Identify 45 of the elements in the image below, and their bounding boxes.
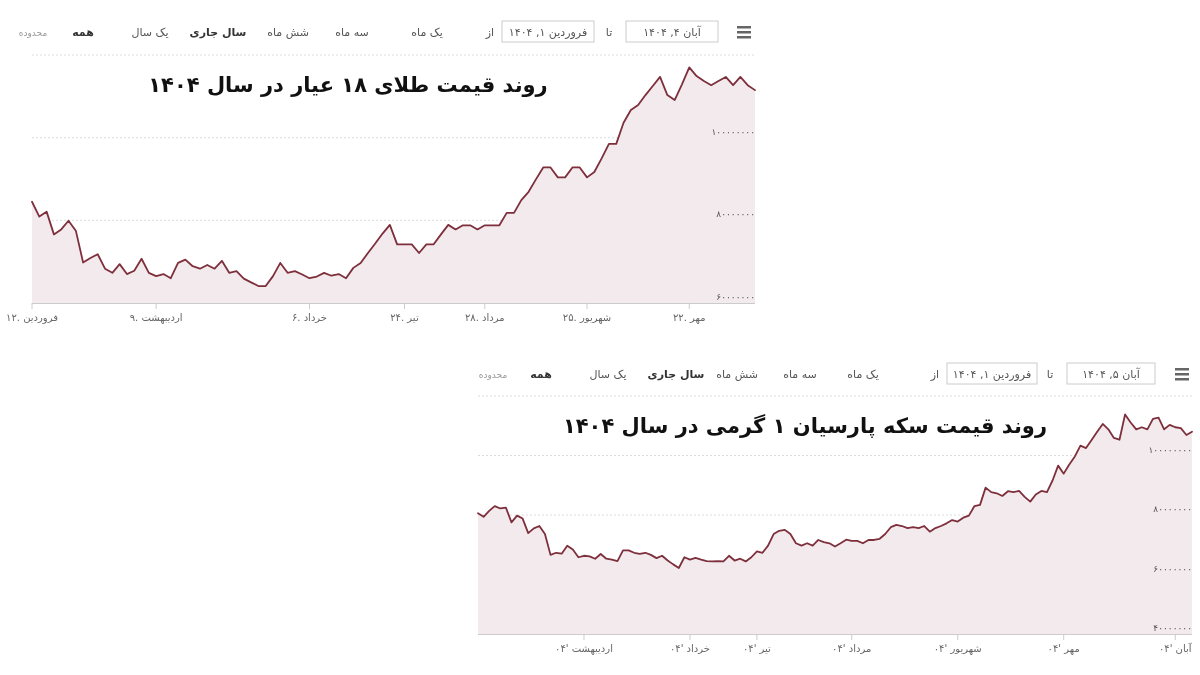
x-tick-label: تیر '۰۴ bbox=[742, 643, 772, 654]
x-tick-label: فروردین .۱۲ bbox=[6, 312, 59, 324]
text: روند قیمت سکه پارسیان ۱ گرمی در سال ۱۴۰۴ bbox=[562, 413, 1048, 438]
x-tick-label: مرداد .۲۸ bbox=[464, 312, 505, 323]
text: سه ماه bbox=[783, 368, 817, 381]
text: تا bbox=[1046, 368, 1054, 381]
text: روند قیمت طلای ۱۸ عیار در سال ۱۴۰۴ bbox=[148, 73, 548, 97]
text: سال جاری bbox=[189, 26, 247, 39]
text: یک ماه bbox=[411, 26, 443, 39]
text: یک سال bbox=[131, 26, 169, 39]
y-tick-label: ۴۰۰۰۰۰۰۰ bbox=[1153, 623, 1192, 633]
text: فروردین ۱, ۱۴۰۴ bbox=[952, 368, 1032, 381]
x-tick-label: تیر .۲۴ bbox=[390, 312, 419, 323]
text: آبان ۴, ۱۴۰۴ bbox=[643, 25, 702, 39]
x-tick-label: شهریور '۰۴ bbox=[933, 643, 982, 655]
x-tick-label: مهر .۲۲ bbox=[672, 312, 706, 324]
y-tick-label: ۸۰۰۰۰۰۰۰ bbox=[1153, 504, 1192, 514]
text: سال جاری bbox=[647, 368, 705, 381]
x-tick-label: آبان '۰۴ bbox=[1158, 642, 1193, 654]
text: شش ماه bbox=[716, 368, 758, 381]
x-tick-label: شهریور .۲۵ bbox=[562, 312, 612, 324]
x-tick-label: مرداد '۰۴ bbox=[832, 643, 872, 654]
text: تا bbox=[605, 26, 613, 39]
x-tick-label: اردیبهشت .۹ bbox=[129, 312, 183, 324]
text: از bbox=[929, 368, 940, 381]
text: فروردین ۱, ۱۴۰۴ bbox=[508, 26, 588, 39]
text: همه bbox=[72, 26, 94, 39]
y-tick-label: ۶۰۰۰۰۰۰۰ bbox=[1153, 563, 1192, 574]
text: آبان ۵, ۱۴۰۴ bbox=[1082, 367, 1141, 381]
text: از bbox=[484, 26, 495, 39]
x-tick-label: خرداد '۰۴ bbox=[669, 643, 710, 654]
x-tick-label: اردیبهشت '۰۴ bbox=[555, 643, 613, 655]
text: یک ماه bbox=[847, 368, 879, 381]
x-tick-label: مهر '۰۴ bbox=[1047, 643, 1080, 655]
y-tick-label: ۶۰۰۰۰۰۰۰ bbox=[716, 292, 755, 302]
text: سه ماه bbox=[335, 26, 369, 39]
text: همه bbox=[530, 368, 552, 381]
text: محدوده bbox=[18, 28, 48, 38]
text: شش ماه bbox=[267, 26, 309, 39]
y-tick-label: ۸۰۰۰۰۰۰۰ bbox=[716, 209, 755, 220]
y-tick-label: ۱۰۰۰۰۰۰۰۰ bbox=[711, 126, 755, 137]
text: محدوده bbox=[478, 370, 508, 380]
text: یک سال bbox=[589, 368, 627, 381]
x-tick-label: خرداد .۶ bbox=[291, 312, 328, 323]
y-tick-label: ۱۰۰۰۰۰۰۰۰ bbox=[1148, 444, 1192, 455]
